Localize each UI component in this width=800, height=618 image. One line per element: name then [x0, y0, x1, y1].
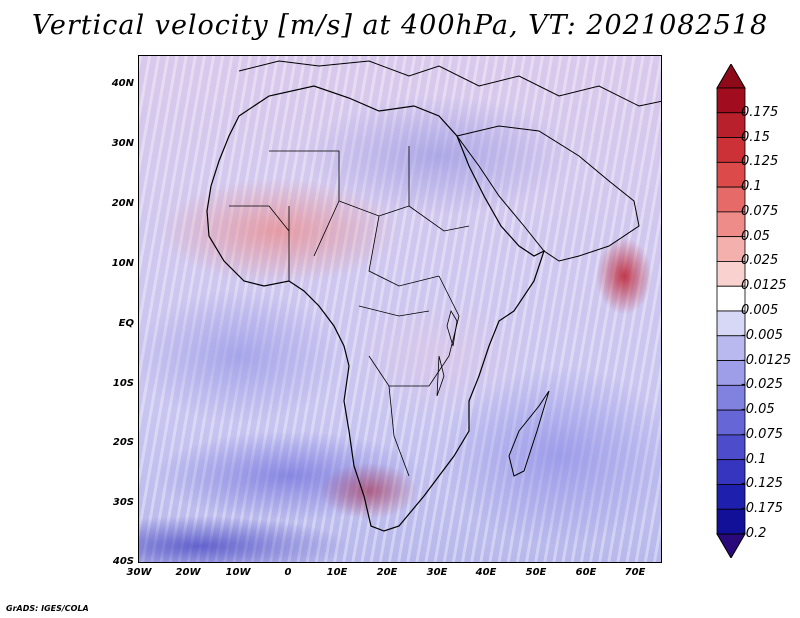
- map-title: Vertical velocity [m/s] at 400hPa, VT: 2…: [31, 10, 769, 41]
- map-panel: [138, 55, 662, 563]
- colorbar-swatch: [716, 112, 746, 138]
- lat-label: 10N: [111, 258, 134, 269]
- grads-credit: GrADS: IGES/COLA: [6, 604, 89, 613]
- colorbar-swatch: [716, 360, 746, 386]
- lat-label: 40S: [112, 556, 134, 567]
- lat-label: 20N: [111, 198, 134, 209]
- colorbar-swatch: [716, 211, 746, 238]
- colorbar-max-arrow: [716, 64, 746, 89]
- lat-label: 30N: [111, 138, 134, 149]
- colorbar-level-label: -0.0125: [741, 352, 792, 368]
- colorbar-level-label: 0.025: [741, 253, 779, 269]
- colorbar-swatch: [716, 335, 746, 361]
- lon-label: 40E: [475, 567, 497, 578]
- lon-label: 60E: [575, 567, 597, 578]
- lon-label: 70E: [624, 567, 646, 578]
- colorbar-level-label: 0.0125: [741, 278, 787, 294]
- colorbar-swatch: [716, 87, 746, 114]
- lon-label: 30W: [126, 567, 152, 578]
- colorbar-level-label: -0.175: [741, 501, 783, 517]
- lat-label: 30S: [112, 497, 134, 508]
- lat-label: 20S: [112, 437, 134, 448]
- colorbar-level-label: -0.005: [741, 327, 783, 343]
- coastlines-borders: [206, 60, 661, 532]
- lon-label: 10W: [225, 567, 251, 578]
- africa-coastline: [206, 85, 546, 532]
- colorbar-level-label: 0.1: [741, 179, 762, 195]
- colorbar-swatch: [716, 434, 746, 461]
- colorbar-level-label: 0.125: [741, 154, 779, 170]
- lon-label: 20W: [175, 567, 201, 578]
- colorbar-level-label: -0.05: [741, 402, 775, 418]
- lon-label: 30E: [426, 567, 448, 578]
- lat-label: 40N: [111, 78, 134, 89]
- colorbar-swatch: [716, 384, 746, 411]
- colorbar-level-label: -0.025: [741, 377, 783, 393]
- colorbar-level-label: -0.075: [741, 426, 783, 442]
- colorbar-swatch: [716, 409, 746, 436]
- colorbar: [716, 64, 746, 558]
- lon-label: 50E: [525, 567, 547, 578]
- colorbar-level-label: -0.125: [741, 476, 783, 492]
- colorbar-min-arrow: [716, 533, 746, 558]
- lon-label: 10E: [326, 567, 348, 578]
- lon-label: 20E: [376, 567, 398, 578]
- lat-label: EQ: [118, 318, 134, 329]
- colorbar-level-label: 0.15: [741, 129, 770, 145]
- colorbar-level-label: -0.1: [741, 451, 767, 467]
- colorbar-level-label: 0.05: [741, 228, 770, 244]
- lon-label: 0: [284, 567, 292, 578]
- colorbar-swatch: [716, 508, 746, 535]
- colorbar-level-label: -0.2: [741, 526, 767, 541]
- colorbar-swatch: [716, 137, 746, 163]
- colorbar-swatch: [716, 186, 746, 213]
- colorbar-level-label: 0.075: [741, 203, 779, 219]
- colorbar-swatch: [716, 161, 746, 188]
- colorbar-level-label: 0.005: [741, 303, 779, 318]
- colorbar-level-label: 0.175: [741, 104, 779, 120]
- colorbar-swatch: [716, 236, 746, 262]
- lat-label: 10S: [112, 378, 134, 389]
- colorbar-swatch: [716, 484, 746, 510]
- arabia-coastline: [456, 125, 640, 262]
- madagascar-coastline: [508, 390, 550, 477]
